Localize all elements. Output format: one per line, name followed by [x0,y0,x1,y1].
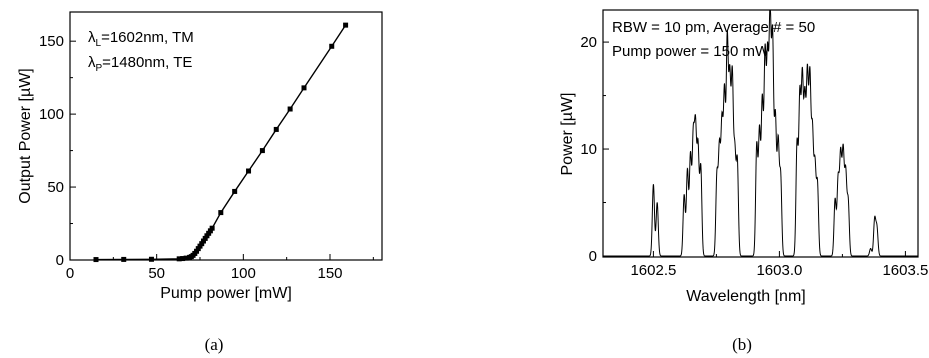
lambda-symbol: λ [88,54,96,71]
chart-b-frame [602,9,919,258]
chart-a-point [207,228,213,234]
annotation-text: =1602nm, TM [101,29,194,46]
chart-b-xlabel: Wavelength [nm] [686,288,805,305]
chart-a-point [200,238,206,244]
chart-b-xtick-label: 1603.0 [756,262,802,279]
chart-b-annotation-2: Pump power = 150 mW [612,43,770,60]
chart-a-xlabel: Pump power [mW] [160,285,292,302]
chart-a-point [202,235,208,241]
chart-a-point [209,225,215,231]
chart-a-point [121,256,127,262]
chart-a-ylabel: Output Power [µW] [17,68,34,203]
chart-a-xtick-label: 150 [317,265,342,282]
chart-a-ytick-label: 50 [47,179,64,196]
chart-a-point [273,126,279,132]
chart-a-xtick-label: 0 [66,265,74,282]
chart-b-annotation-1: RBW = 10 pm, Average # = 50 [612,19,815,36]
chart-a-point [176,256,182,262]
chart-a-point [93,257,99,263]
caption-b: (b) [732,335,752,354]
chart-a-ytick-label: 150 [39,33,64,50]
chart-a-point [148,256,154,262]
chart-b-ytick-label: 0 [589,248,597,265]
lambda-subscript: P [96,63,103,74]
chart-b-ytick-label: 10 [580,141,597,158]
chart-a-point [218,210,224,216]
chart-b-ytick-label: 20 [580,34,597,51]
chart-a-point [194,248,200,254]
chart-a-point [180,256,186,262]
chart-a-ytick-label: 0 [56,252,64,269]
annotation-text: =1480nm, TE [102,54,192,71]
chart-a-annotation-1: λL=1602nm, TM [88,29,194,49]
chart-b-xtick-label: 1603.5 [882,262,928,279]
chart-a-xtick-label: 100 [231,265,256,282]
chart-a-point [232,188,238,194]
chart-a-point [246,168,252,174]
lambda-subscript: L [96,38,102,49]
chart-a-point [329,43,335,49]
chart-a-point [287,106,293,112]
chart-a-annotation-2: λP=1480nm, TE [88,54,192,74]
chart-b-spectrum-line [603,9,918,257]
caption-a: (a) [205,335,224,354]
chart-a-frame [69,11,383,261]
chart-a-point [259,148,265,154]
chart-a: 0 50 100 150 0 50 100 150 Pump power [mW] Outpu… [17,11,383,354]
chart-a-point [301,85,307,91]
chart-a-point [199,241,205,247]
chart-a-ytick-label: 100 [39,106,64,123]
chart-a-xtick-label: 50 [148,265,165,282]
chart-b-xtick-label: 1602.5 [630,262,676,279]
lambda-symbol: λ [88,29,96,46]
chart-a-point [343,22,349,28]
chart-a-point [183,255,189,261]
chart-b-ylabel: Power [µW] [559,92,576,175]
